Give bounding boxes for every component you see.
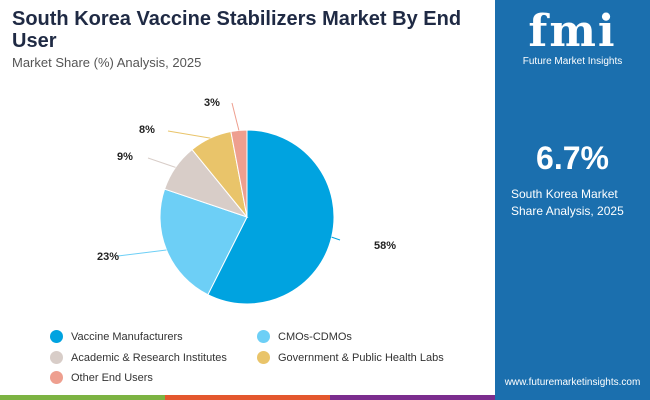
legend-item: Vaccine Manufacturers [50,330,183,343]
legend-label: Other End Users [71,371,153,384]
legend-label: Academic & Research Institutes [71,351,227,364]
footer-bar-orange [165,395,330,400]
pie-slice [159,188,248,296]
market-share-label: South Korea Market Share Analysis, 2025 [511,187,624,218]
data-label: 23% [97,251,119,263]
leader-line [331,236,341,241]
pie-slice [207,129,335,305]
leader-line [117,249,167,257]
legend-swatch [50,371,63,384]
legend-swatch [50,330,63,343]
data-label: 8% [139,124,155,136]
legend-item: Academic & Research Institutes [50,351,227,364]
leader-line [231,102,240,131]
side-panel: fmi Future Market Insights 6.7% South Ko… [495,0,650,400]
market-share-value: 6.7% [536,140,609,176]
legend-swatch [50,351,63,364]
legend-swatch [257,330,270,343]
legend-label: Vaccine Manufacturers [71,330,183,343]
footer-bar-green [0,395,165,400]
data-label: 9% [117,151,133,163]
logo-caption: Future Market Insights [522,56,623,67]
fmi-logo: fmi Future Market Insights [495,6,650,68]
website-link[interactable]: www.futuremarketinsights.com [504,377,641,388]
leader-line [167,130,211,139]
legend-swatch [257,351,270,364]
footer-bar-purple [330,395,495,400]
legend-item: Other End Users [50,371,153,384]
data-label: 3% [204,97,220,109]
leader-line [147,157,176,168]
data-label: 58% [374,240,396,252]
chart-title: South Korea Vaccine Stabilizers Market B… [12,8,462,52]
legend-item: Government & Public Health Labs [257,351,444,364]
legend-item: CMOs-CDMOs [257,330,352,343]
legend-label: Government & Public Health Labs [278,351,444,364]
chart-subtitle: Market Share (%) Analysis, 2025 [12,55,202,70]
pie-chart: 58% 23% 9% 8% 3% [97,97,396,305]
legend-label: CMOs-CDMOs [278,330,352,343]
pie-slice [230,129,248,218]
logo-mark: fmi [528,6,617,57]
